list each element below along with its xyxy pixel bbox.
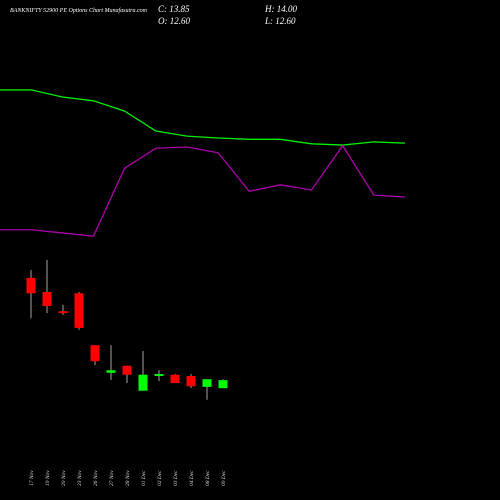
candle-body bbox=[90, 345, 100, 362]
candle-body bbox=[42, 291, 52, 307]
x-tick-label: 26 Nov bbox=[93, 470, 99, 486]
x-tick-label: 03 Dec bbox=[173, 470, 179, 486]
chart-title: BANKNIFTY 52900 PE Options Chart Munafas… bbox=[10, 7, 148, 14]
x-tick-label: 17 Nov bbox=[29, 470, 35, 486]
candle-body bbox=[138, 374, 148, 391]
info-low: L: 12.60 bbox=[264, 16, 296, 26]
candle-body bbox=[26, 277, 36, 294]
x-tick-label: 20 Nov bbox=[61, 470, 67, 486]
candle-body bbox=[58, 311, 68, 314]
info-high: H: 14.00 bbox=[264, 4, 297, 14]
x-tick-label: 23 Nov bbox=[77, 470, 83, 486]
x-tick-label: 19 Nov bbox=[45, 470, 51, 486]
overlay-line bbox=[0, 89, 406, 146]
candle-body bbox=[74, 293, 84, 328]
info-close: C: 13.85 bbox=[158, 4, 190, 14]
x-tick-label: 08 Dec bbox=[205, 470, 211, 486]
candle-body bbox=[122, 365, 132, 375]
candle-body bbox=[154, 374, 164, 376]
info-open: O: 12.60 bbox=[158, 16, 190, 26]
x-tick-label: 04 Dec bbox=[188, 470, 195, 486]
candle-body bbox=[186, 375, 196, 387]
candle-body bbox=[170, 374, 180, 384]
x-tick-label: 28 Nov bbox=[125, 470, 131, 486]
x-tick-label: 01 Dec bbox=[141, 470, 147, 486]
candle-body bbox=[202, 379, 212, 387]
candle-body bbox=[218, 380, 228, 389]
x-tick-label: 27 Nov bbox=[109, 470, 115, 486]
x-tick-label: 09 Dec bbox=[221, 470, 227, 486]
candle-body bbox=[106, 370, 116, 373]
overlay-line bbox=[0, 144, 406, 237]
x-tick-label: 02 Dec bbox=[157, 470, 163, 486]
